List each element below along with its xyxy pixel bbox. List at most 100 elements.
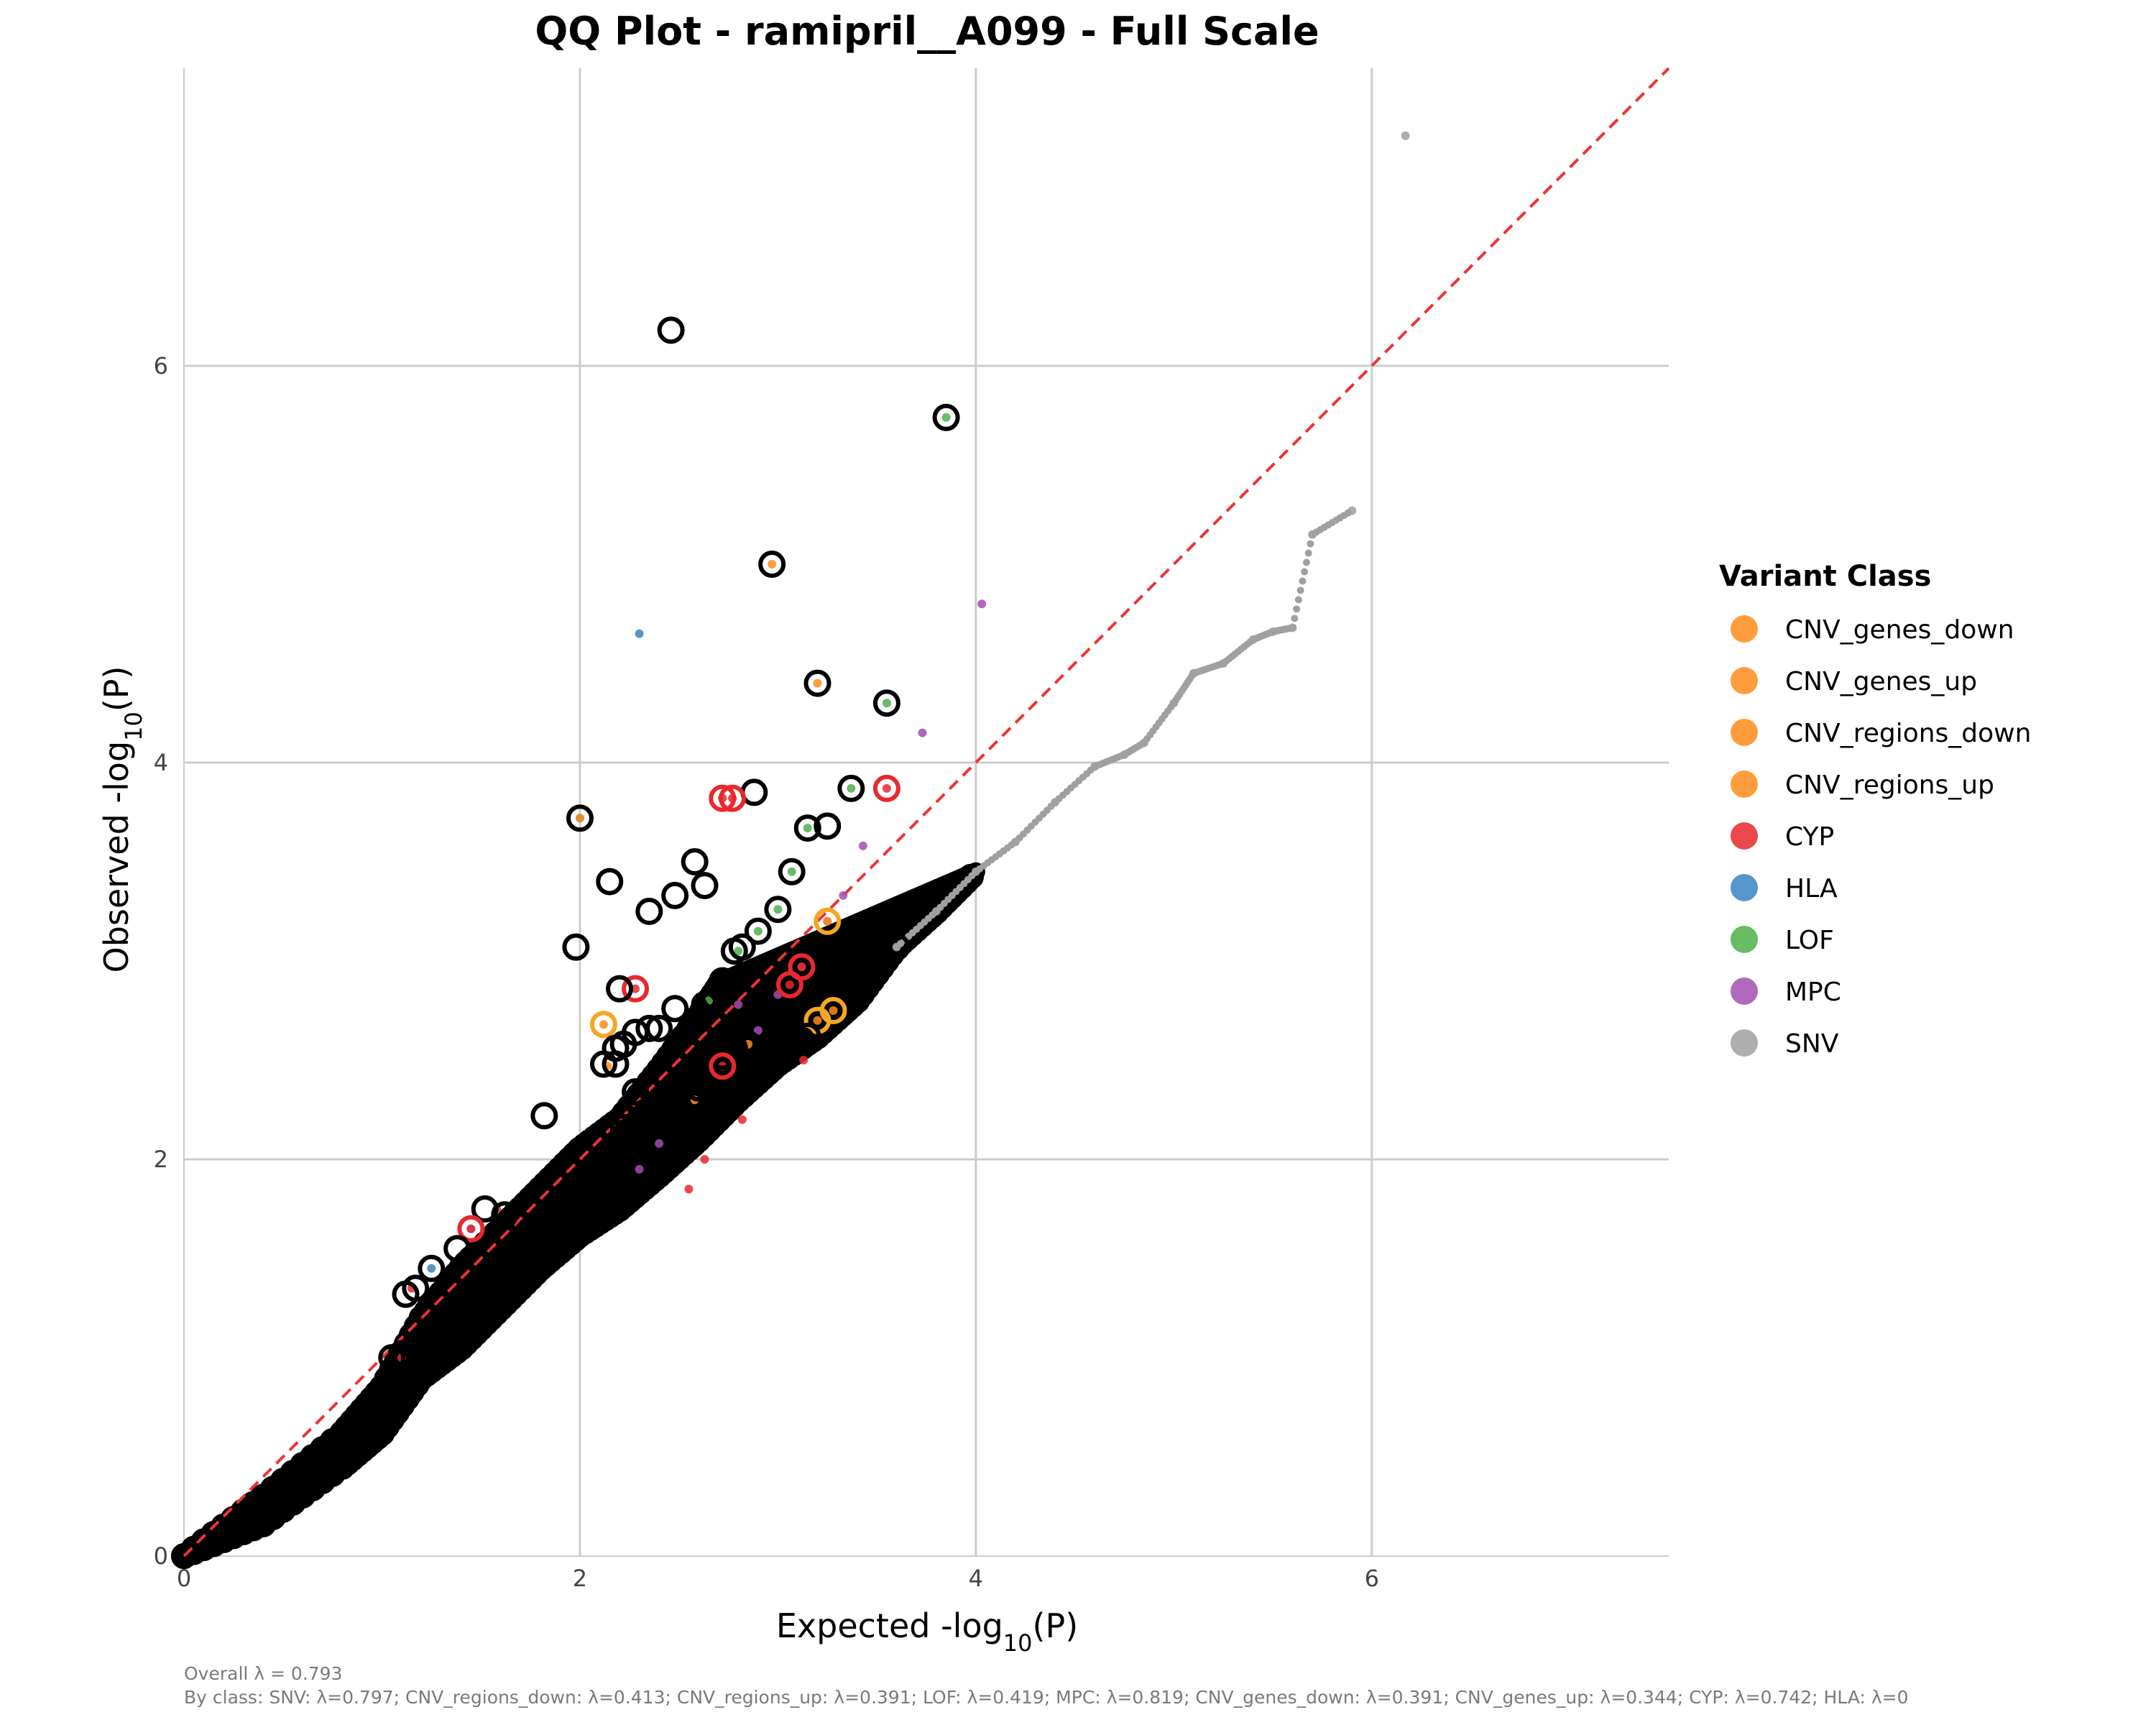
legend-label: CYP <box>1785 822 1834 852</box>
point-mpc <box>635 1164 644 1174</box>
x-tick-label: 2 <box>573 1565 587 1592</box>
top-hit-ring <box>622 975 650 1003</box>
x-tick-label: 6 <box>1365 1565 1379 1592</box>
point-lof <box>787 867 796 876</box>
top-hit-ring <box>709 784 737 812</box>
grid-lines <box>184 68 1669 1556</box>
point-mpc <box>734 1000 743 1009</box>
top-hit-ring <box>681 848 709 875</box>
legend-label: SNV <box>1785 1029 1839 1059</box>
snv-tail-point <box>1291 615 1299 622</box>
top-hit-ring <box>872 774 900 802</box>
point-lof <box>734 947 743 956</box>
point-snv <box>892 942 901 952</box>
x-axis-label: Expected -log10(P) <box>776 1606 1078 1657</box>
top-hit-ring <box>402 1274 430 1302</box>
snv-tail-point <box>1294 596 1302 604</box>
point-snv <box>1268 627 1278 636</box>
point-snv <box>1140 738 1149 748</box>
top-hit-ring <box>609 1113 637 1141</box>
legend-label: CNV_genes_down <box>1785 615 2014 645</box>
top-hit-ring <box>622 1078 650 1106</box>
point-lof <box>941 413 951 422</box>
point-lof <box>753 926 763 936</box>
legend-label: CNV_regions_up <box>1785 770 1994 800</box>
axes <box>183 68 1669 1557</box>
legend-label: LOF <box>1785 926 1834 955</box>
point-cnv <box>813 678 822 688</box>
legend-swatch <box>1731 1029 1758 1057</box>
top-hit-ring <box>685 1074 713 1102</box>
point-cnv <box>829 1006 838 1015</box>
point-cyp <box>700 1155 709 1164</box>
point-cyp <box>684 1184 694 1194</box>
point-snv <box>1248 635 1258 644</box>
point-mpc <box>753 1026 763 1035</box>
snv-tail-point <box>1302 558 1310 566</box>
snv-tail-point <box>1307 540 1314 548</box>
point-snv <box>1219 659 1228 668</box>
point-cnv <box>768 560 777 569</box>
legend-label: CNV_genes_up <box>1785 667 1977 696</box>
y-tick-label: 6 <box>154 352 168 380</box>
legend-swatch <box>1731 978 1758 1005</box>
point-lof <box>882 699 891 708</box>
point-cyp <box>737 1115 747 1124</box>
point-snv <box>1288 623 1297 632</box>
legend-swatch <box>1731 667 1758 694</box>
top-hit-ring <box>661 881 689 909</box>
top-hit-ring <box>530 1102 558 1130</box>
top-hit-ring <box>602 1050 630 1078</box>
snv-tail-point <box>1293 605 1301 613</box>
top-hit-ring <box>849 971 877 999</box>
legend-label: CNV_regions_down <box>1785 719 2031 748</box>
legend-label: MPC <box>1785 978 1841 1007</box>
legend-swatch <box>1731 719 1758 746</box>
top-hit-ring <box>661 995 689 1023</box>
x-tick-label: 4 <box>969 1565 983 1592</box>
x-tick-label: 0 <box>177 1565 191 1592</box>
top-hit-ring <box>562 933 590 961</box>
top-hit-ring <box>932 403 960 431</box>
top-hit-ring <box>734 1030 763 1058</box>
bulk-points-band <box>171 862 985 1569</box>
point-snv <box>1189 668 1198 678</box>
top-hit-ring <box>596 868 624 896</box>
top-hit-ring <box>443 1235 471 1263</box>
legend-swatch <box>1731 822 1758 850</box>
point-mpc <box>839 891 848 900</box>
top-hit-ring <box>778 857 806 886</box>
point-hla <box>427 1264 436 1273</box>
top-hit-ring <box>720 937 748 965</box>
top-hit-ring <box>418 1254 446 1282</box>
top-hit-ring <box>814 907 842 935</box>
point-cyp <box>797 962 806 972</box>
point-snv <box>1090 762 1100 771</box>
point-cyp <box>785 980 794 990</box>
top-hit-ring <box>709 1042 737 1070</box>
tick-labels: 0 2 4 6 0 2 4 6 <box>154 352 1379 1592</box>
top-hit-ring <box>691 872 719 900</box>
top-hit-rings <box>378 316 960 1371</box>
point-snv <box>1051 798 1060 807</box>
top-hit-ring <box>719 784 747 812</box>
point-cnv <box>599 1020 608 1029</box>
top-hit-ring <box>872 689 900 717</box>
point-mpc <box>655 1138 664 1148</box>
data-points <box>397 131 1410 1362</box>
legend-label: HLA <box>1785 874 1838 903</box>
top-hit-ring <box>837 774 865 802</box>
top-hit-ring <box>589 1050 617 1078</box>
top-hit-ring <box>645 1129 673 1157</box>
top-hit-ring <box>635 898 663 925</box>
point-snv <box>1308 530 1317 539</box>
top-hit-ring <box>691 990 719 1018</box>
y-axis-label: Observed -log10(P) <box>97 666 147 972</box>
legend-swatch <box>1731 615 1758 643</box>
top-hit-ring <box>457 1215 485 1243</box>
top-hit-ring <box>589 1011 617 1039</box>
point-snv <box>1120 750 1129 759</box>
reference-line <box>183 67 1670 1558</box>
snv-tail-point <box>1301 568 1309 576</box>
